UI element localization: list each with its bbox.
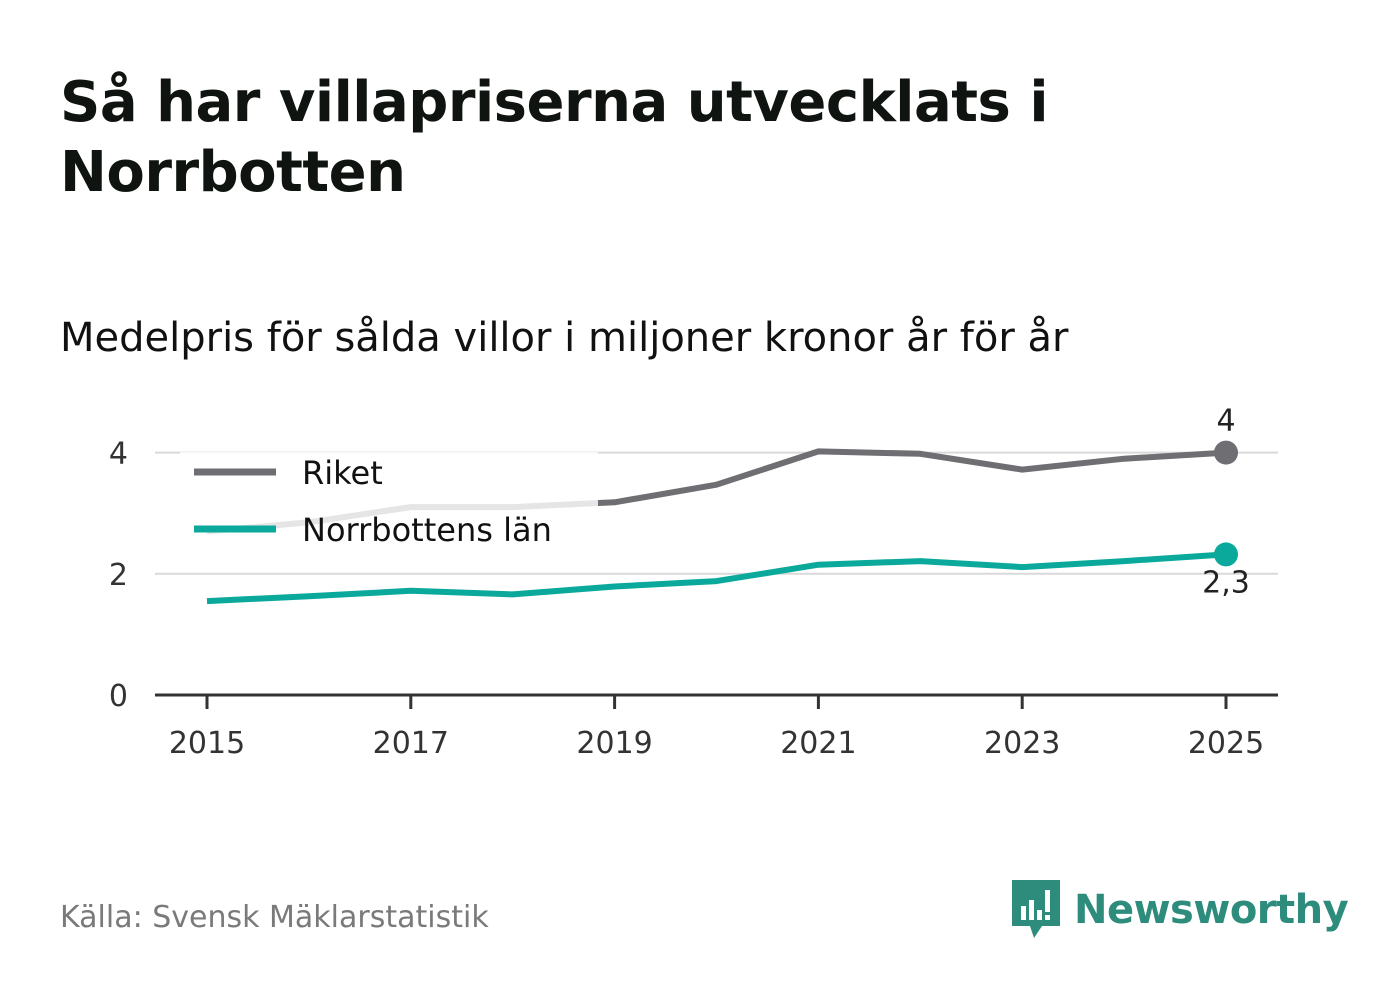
x-tick-label: 2019	[576, 726, 652, 761]
end-point	[1214, 542, 1238, 567]
series-line-norrbotten	[206, 551, 1227, 605]
end-value-label: 2,3	[1202, 565, 1250, 600]
y-tick-label: 4	[109, 437, 128, 472]
y-tick-label: 2	[109, 558, 128, 593]
x-tick-label: 2015	[169, 726, 245, 761]
legend-label: Riket	[302, 454, 383, 492]
x-tick-label: 2021	[780, 726, 856, 761]
x-tick-label: 2023	[984, 726, 1060, 761]
source-note: Källa: Svensk Mäklarstatistik	[60, 900, 489, 935]
legend-label: Norrbottens län	[302, 511, 552, 549]
brand-name: Newsworthy	[1074, 887, 1349, 933]
x-tick-label: 2025	[1188, 726, 1264, 761]
newsworthy-logo-icon	[1012, 880, 1060, 938]
end-point	[1214, 440, 1238, 465]
chart-title: Så har villapriserna utvecklats i Norrbo…	[60, 70, 1049, 205]
brand-logo: Newsworthy	[1012, 880, 1349, 940]
y-tick-label: 0	[109, 679, 128, 714]
x-tick-label: 2017	[373, 726, 449, 761]
end-value-label: 4	[1216, 404, 1235, 439]
chart-subtitle: Medelpris för sålda villor i miljoner kr…	[60, 315, 1069, 361]
